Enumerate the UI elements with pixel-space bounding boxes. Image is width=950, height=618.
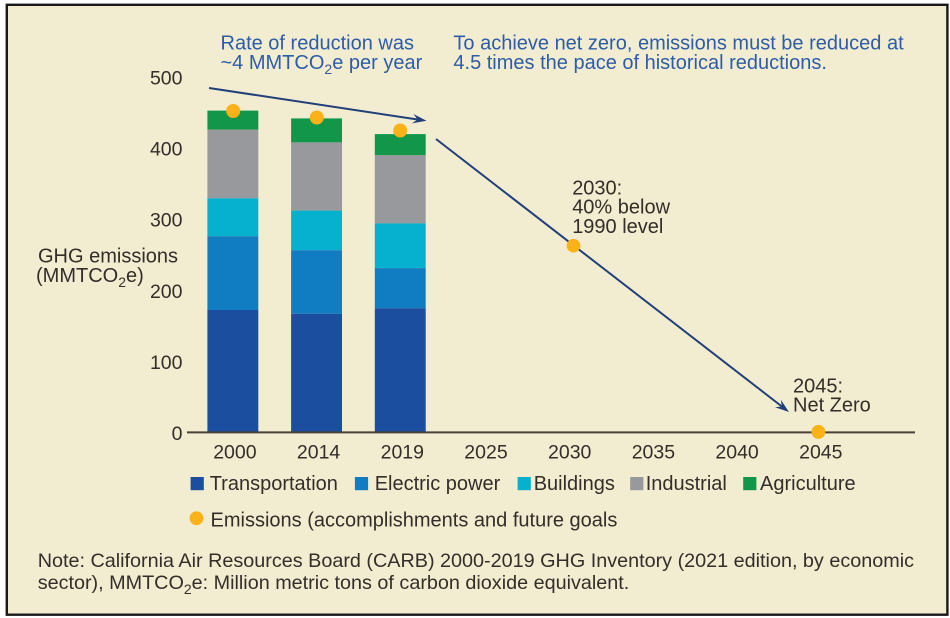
svg-text:0: 0	[172, 423, 183, 445]
svg-text:Transportation: Transportation	[210, 473, 338, 495]
svg-text:4.5 times the pace of historic: 4.5 times the pace of historical reducti…	[453, 52, 827, 74]
svg-text:Agriculture: Agriculture	[760, 473, 856, 495]
svg-text:Net Zero: Net Zero	[793, 395, 871, 417]
svg-text:2019: 2019	[381, 442, 424, 464]
svg-text:2045: 2045	[799, 442, 843, 464]
svg-text:2000: 2000	[213, 442, 257, 464]
svg-text:Buildings: Buildings	[534, 473, 615, 495]
svg-text:To achieve net zero, emissions: To achieve net zero, emissions must be r…	[453, 33, 904, 55]
svg-text:100: 100	[150, 352, 183, 374]
svg-text:Emissions (accomplishments and: Emissions (accomplishments and future go…	[211, 509, 618, 531]
svg-text:2014: 2014	[297, 442, 341, 464]
svg-text:2040: 2040	[715, 442, 759, 464]
svg-text:2030: 2030	[548, 442, 592, 464]
svg-text:Rate of reduction was: Rate of reduction was	[221, 33, 414, 55]
svg-text:200: 200	[150, 281, 183, 303]
svg-text:1990 level: 1990 level	[572, 216, 663, 238]
svg-text:2030:: 2030:	[572, 177, 622, 199]
svg-text:400: 400	[150, 139, 183, 161]
svg-text:Electric power: Electric power	[375, 473, 501, 495]
svg-text:2045:: 2045:	[793, 376, 843, 398]
svg-text:40% below: 40% below	[572, 197, 670, 219]
svg-text:500: 500	[150, 68, 183, 90]
svg-text:2025: 2025	[464, 442, 508, 464]
svg-text:~4 MMTCO2e per year: ~4 MMTCO2e per year	[221, 52, 423, 77]
svg-text:2035: 2035	[632, 442, 676, 464]
svg-text:(MMTCO2e): (MMTCO2e)	[36, 265, 144, 290]
svg-text:300: 300	[150, 210, 183, 232]
svg-text:sector), MMTCO2e: Million metr: sector), MMTCO2e: Million metric tons of…	[38, 572, 630, 597]
svg-text:GHG emissions: GHG emissions	[38, 246, 178, 268]
svg-text:Note: California Air Resources: Note: California Air Resources Board (CA…	[38, 550, 914, 572]
svg-text:Industrial: Industrial	[646, 473, 727, 495]
